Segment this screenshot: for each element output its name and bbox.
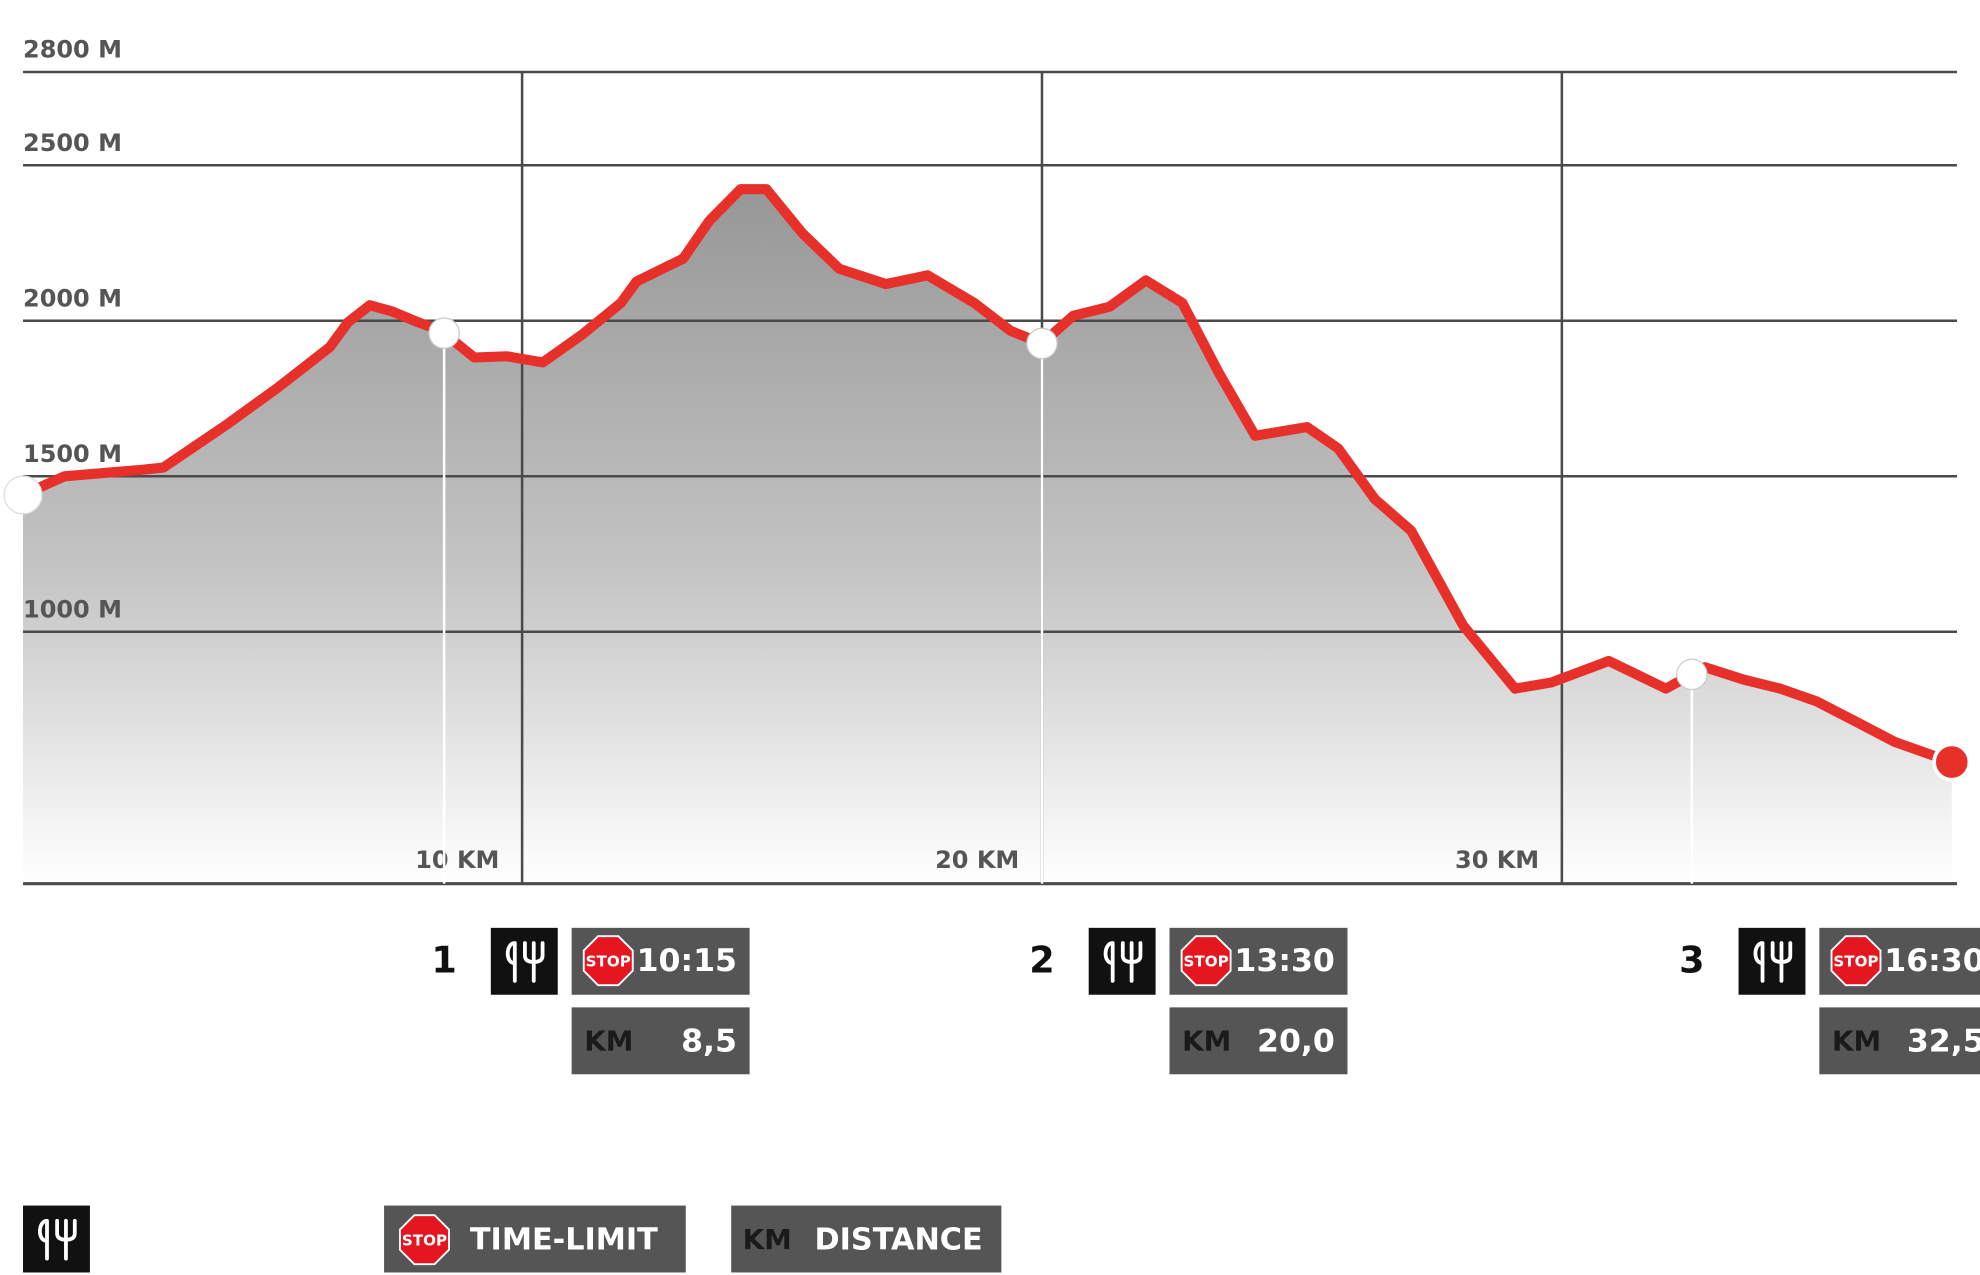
- time-limit: 10:15: [637, 943, 737, 979]
- station-number: 1: [431, 938, 456, 981]
- distance-value: 32,5: [1907, 1024, 1980, 1060]
- stop-sign-text: STOP: [1833, 952, 1878, 970]
- stop-sign-text: STOP: [402, 1231, 447, 1249]
- distance-unit: KM: [1832, 1025, 1881, 1058]
- stop-sign: [582, 935, 634, 987]
- y-tick-label: 2800 M: [23, 35, 122, 63]
- aid-station-point: [1676, 658, 1708, 691]
- time-limit: 16:30: [1884, 943, 1980, 979]
- legend-distance-label: DISTANCE: [815, 1222, 983, 1257]
- x-tick-label: 30 KM: [1455, 846, 1539, 874]
- y-tick-label: 1000 M: [23, 595, 122, 623]
- distance-value: 8,5: [681, 1024, 737, 1060]
- aid-icon-glyph: [1753, 941, 1793, 983]
- stop-sign-text: STOP: [586, 952, 631, 970]
- distance-box: [1169, 1007, 1348, 1075]
- distance-unit: KM: [584, 1025, 633, 1058]
- distance-value: 20,0: [1257, 1024, 1335, 1060]
- legend-distance-box: [731, 1205, 1002, 1273]
- aid-icon-glyph: [505, 941, 545, 983]
- aid-station-point: [428, 317, 460, 349]
- y-tick-label: 2000 M: [23, 284, 122, 312]
- aid-icon: [490, 927, 558, 995]
- distance-unit: KM: [1182, 1025, 1231, 1058]
- area-fill: [23, 189, 1952, 884]
- x-tick-label: 20 KM: [935, 846, 1019, 874]
- elevation-line: [17, 184, 1957, 768]
- aid-icon: [1738, 927, 1806, 995]
- time-limit: 13:30: [1234, 943, 1334, 979]
- aid-icon: [1088, 927, 1156, 995]
- distance-box: [571, 1007, 750, 1075]
- stop-sign: [399, 1214, 450, 1266]
- aid-icon-glyph: [38, 1218, 77, 1261]
- y-tick-label: 2500 M: [23, 129, 122, 157]
- end-point: [1932, 742, 1972, 782]
- aid-icon-glyph: [1103, 941, 1143, 983]
- x-tick-label: 10 KM: [415, 846, 499, 874]
- distance-box: [1819, 1007, 1980, 1075]
- stop-sign: [1180, 935, 1232, 987]
- station-number: 3: [1679, 938, 1704, 981]
- stop-sign: [1830, 935, 1882, 987]
- station-number: 2: [1029, 938, 1054, 981]
- legend-time-label: TIME-LIMIT: [470, 1222, 658, 1257]
- aid-station-point: [1026, 327, 1058, 360]
- stop-sign-text: STOP: [1184, 952, 1229, 970]
- aid-icon: [23, 1205, 90, 1273]
- start-point: [3, 475, 43, 515]
- legend-km: KM: [743, 1223, 792, 1256]
- y-tick-label: 1500 M: [23, 440, 122, 468]
